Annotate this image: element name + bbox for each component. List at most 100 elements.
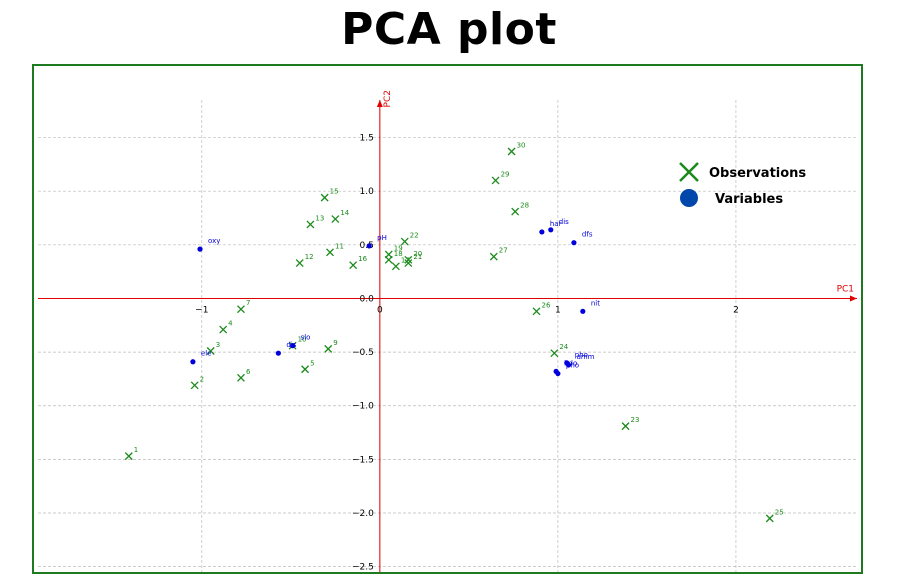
observation-label: 20	[413, 250, 422, 258]
observation-marker	[404, 255, 413, 264]
variable-marker	[539, 229, 545, 235]
y-tick-label: −0.5	[352, 348, 374, 358]
observation-label: 5	[310, 359, 314, 367]
observation-label: 24	[559, 343, 568, 351]
variable-marker	[555, 370, 561, 377]
observation-marker	[295, 259, 304, 268]
observation-label: 28	[520, 202, 529, 210]
legend: Observations Variables	[679, 162, 806, 207]
variable-label: bdo	[564, 359, 577, 367]
variable-label: pH	[377, 234, 387, 242]
observation-label: 3	[216, 341, 220, 349]
observation-marker	[301, 365, 310, 374]
chart-title: PCA plot	[341, 4, 557, 55]
variable-marker	[580, 308, 586, 314]
y-tick-label: 1.5	[360, 134, 374, 144]
observation-label: 1	[134, 446, 138, 454]
observation-label: 14	[340, 209, 349, 217]
observation-marker	[489, 252, 498, 261]
variable-label: dfs	[582, 231, 593, 239]
observation-marker	[384, 250, 393, 259]
observation-label: 9	[333, 339, 337, 347]
observation-marker	[491, 176, 500, 185]
y-tick-label: −1.0	[352, 402, 374, 412]
observation-marker	[532, 307, 541, 316]
variable-label: pho	[575, 351, 588, 359]
legend-observations-icon	[679, 162, 699, 182]
observation-marker	[550, 349, 559, 358]
observation-marker	[124, 452, 133, 461]
x-axis-label: PC1	[837, 284, 854, 294]
variable-marker	[548, 227, 554, 233]
observation-label: 4	[228, 320, 233, 328]
observation-label: 27	[499, 247, 508, 255]
observation-label: 7	[246, 299, 250, 307]
observation-label: 16	[358, 255, 367, 263]
x-tick-label: −1	[195, 305, 208, 315]
observation-label: 2	[200, 375, 204, 383]
legend-observations-label: Observations	[709, 166, 806, 181]
variable-label: dis	[559, 218, 569, 226]
legend-variables-label: Variables	[715, 192, 783, 207]
variable-marker	[571, 240, 577, 246]
observation-marker	[219, 325, 228, 334]
observation-marker	[331, 215, 340, 224]
observation-marker	[404, 259, 413, 268]
observation-marker	[237, 373, 245, 382]
y-axis-label: PC2	[383, 90, 393, 107]
variable-marker	[275, 350, 281, 356]
x-tick-label: 0	[377, 305, 383, 315]
observation-marker	[391, 262, 400, 271]
variable-marker	[197, 246, 203, 252]
observation-marker	[306, 220, 315, 229]
variable-label: oxy	[208, 237, 220, 245]
variable-marker	[565, 362, 572, 368]
observation-marker	[206, 347, 215, 355]
observation-label: 10	[298, 336, 307, 344]
observation-label: 11	[335, 242, 344, 250]
observation-label: 30	[517, 141, 526, 149]
observation-marker	[237, 305, 245, 314]
observation-label: 19	[394, 244, 403, 252]
variable-label: pho	[566, 362, 579, 370]
observation-marker	[190, 381, 199, 390]
y-tick-label: 1.0	[360, 187, 375, 197]
y-tick-label: 0.0	[360, 294, 375, 304]
observation-label: 22	[410, 232, 419, 240]
observation-marker	[320, 193, 329, 202]
variable-marker	[190, 359, 196, 365]
observation-marker	[326, 248, 334, 257]
axes: PC1 PC2	[38, 90, 857, 572]
observation-label: 12	[305, 253, 314, 261]
observation-label: 26	[542, 301, 551, 309]
y-axis-arrow	[376, 100, 383, 107]
observation-label: 21	[413, 253, 422, 261]
observation-label: 15	[330, 188, 339, 196]
observation-label: 18	[394, 250, 403, 258]
observation-label: 13	[315, 214, 324, 222]
observation-marker	[400, 237, 409, 246]
variable-label: slo	[301, 334, 311, 342]
y-tick-label: −1.5	[352, 455, 374, 465]
observation-marker	[511, 207, 520, 216]
observation-marker	[507, 147, 516, 156]
variable-label: har	[550, 220, 562, 228]
y-tick-label: −2.0	[352, 509, 374, 519]
x-tick-label: 2	[733, 305, 739, 315]
legend-variables-icon	[680, 189, 698, 207]
observation-label: 25	[775, 508, 784, 516]
y-tick-label: −2.5	[352, 563, 374, 572]
observation-marker	[324, 344, 333, 353]
variable-marker	[290, 343, 296, 349]
data-points: 1234567910111213141516171819202122232425…	[124, 141, 784, 523]
observation-label: 6	[246, 368, 251, 376]
observation-label: 23	[631, 416, 640, 424]
variable-marker	[366, 243, 372, 249]
variable-label: ele	[201, 350, 212, 358]
observation-marker	[349, 261, 358, 270]
observation-label: 29	[501, 170, 510, 178]
x-axis-arrow	[850, 295, 857, 302]
variable-label: nit	[591, 299, 600, 307]
